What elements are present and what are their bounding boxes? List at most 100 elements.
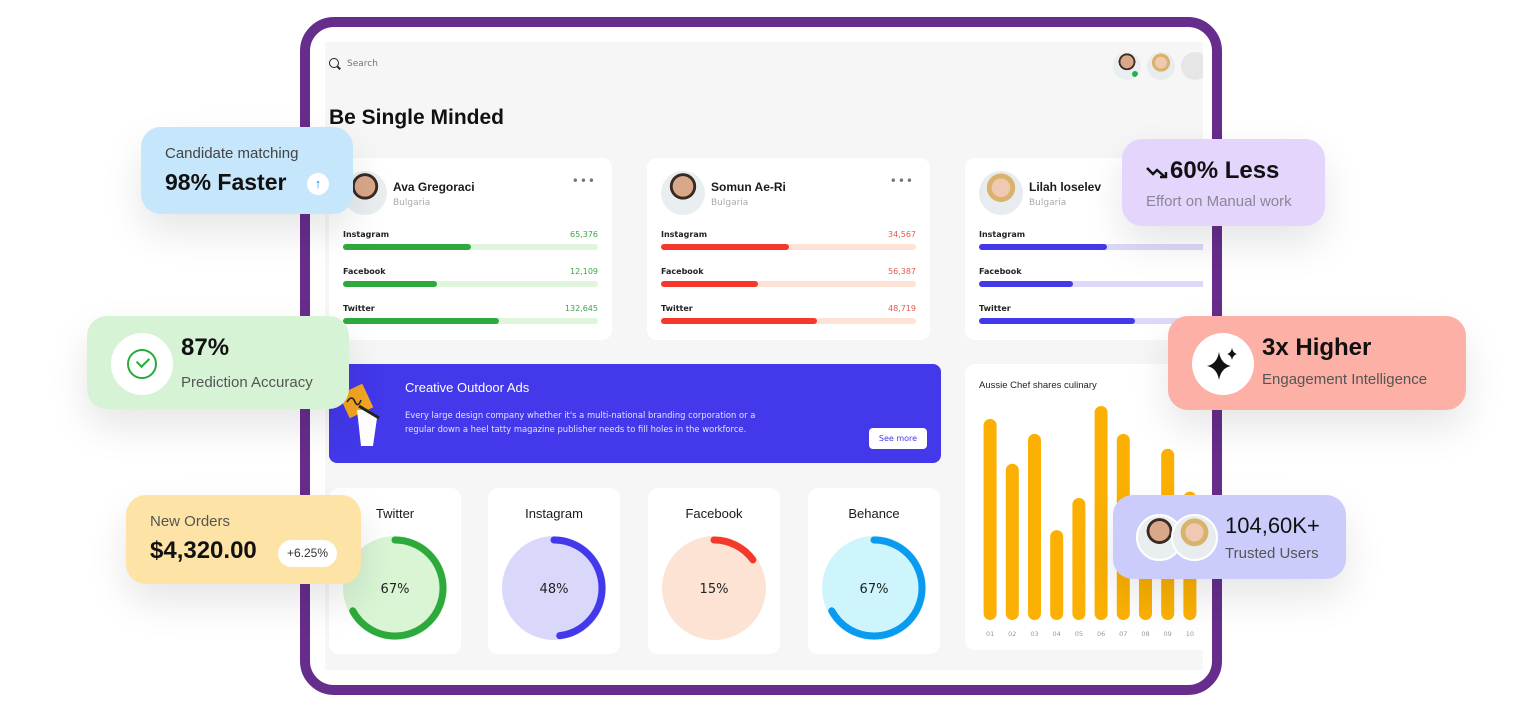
profile-country: Bulgaria xyxy=(711,198,749,208)
donut-chart xyxy=(662,536,766,640)
x-tick-label: 02 xyxy=(1008,630,1016,638)
progress-track xyxy=(661,244,916,250)
progress-fill xyxy=(343,318,499,324)
profile-card: Ava Gregoraci Bulgaria ••• Instagram 65,3… xyxy=(329,158,612,340)
progress-track xyxy=(979,318,1203,324)
bar-04 xyxy=(1050,530,1064,620)
progress-fill xyxy=(343,281,438,287)
profile-avatar xyxy=(979,171,1023,215)
candidate-matching-badge: Candidate matching 98% Faster ↑ xyxy=(141,127,353,214)
badge-value: 87% xyxy=(181,334,230,361)
donut-progress-arc xyxy=(343,536,447,640)
x-tick-label: 04 xyxy=(1053,630,1061,638)
engagement-badge: 3x Higher Engagement Intelligence xyxy=(1168,316,1466,410)
donut-progress-arc xyxy=(822,536,926,640)
banner-title: Creative Outdoor Ads xyxy=(405,380,530,395)
profile-avatar xyxy=(661,171,705,215)
donut-card: Behance 67% xyxy=(808,488,940,654)
search-icon xyxy=(329,58,341,70)
stat-row: Facebook 56,387 xyxy=(661,267,916,291)
badge-value: $4,320.00 xyxy=(150,537,257,564)
x-tick-label: 09 xyxy=(1164,630,1172,638)
donut-card: Facebook 15% xyxy=(648,488,780,654)
prediction-accuracy-badge: 87% Prediction Accuracy xyxy=(87,316,349,409)
badge-label: Prediction Accuracy xyxy=(181,374,313,391)
badge-label: Trusted Users xyxy=(1225,545,1319,562)
donut-value: 67% xyxy=(380,582,410,597)
profile-country: Bulgaria xyxy=(1029,198,1067,208)
donut-value: 67% xyxy=(859,582,889,597)
stat-label: Instagram xyxy=(343,230,390,239)
x-tick-label: 05 xyxy=(1075,630,1083,638)
donut-chart xyxy=(343,536,447,640)
sparkle-icon-circle xyxy=(1192,333,1254,395)
progress-track xyxy=(661,281,916,287)
search-input[interactable] xyxy=(347,59,547,69)
badge-value-row: 60% Less xyxy=(1146,157,1279,185)
search-bar[interactable] xyxy=(329,58,547,70)
dashboard-screen: Be Single Minded Ava Gregoraci Bulgaria … xyxy=(325,42,1203,670)
stat-label: Facebook xyxy=(343,267,386,276)
more-options-icon[interactable]: ••• xyxy=(571,174,596,188)
stat-label: Facebook xyxy=(661,267,704,276)
stat-value: 12,109 xyxy=(570,267,598,276)
change-pill: +6.25% xyxy=(278,540,337,567)
online-status-dot xyxy=(1132,71,1138,77)
progress-track xyxy=(979,244,1203,250)
check-icon-circle xyxy=(111,333,173,395)
badge-label: Effort on Manual work xyxy=(1146,193,1292,210)
more-options-icon[interactable]: ••• xyxy=(889,174,914,188)
see-more-button[interactable]: See more xyxy=(869,428,927,449)
badge-value: 3x Higher xyxy=(1262,334,1372,361)
stat-value: 48,719 xyxy=(888,304,916,313)
profile-name: Lilah loselev xyxy=(1029,180,1102,194)
stat-row: Instagram 65,376 xyxy=(343,230,598,254)
stat-row: Instagram xyxy=(979,230,1203,254)
sparkle-icon xyxy=(1207,348,1237,380)
stat-value: 65,376 xyxy=(570,230,598,239)
donut-background xyxy=(822,536,926,640)
progress-track xyxy=(343,318,598,324)
stat-label: Twitter xyxy=(661,304,693,313)
trusted-users-badge: 104,60K+ Trusted Users xyxy=(1113,495,1346,579)
donut-title: Twitter xyxy=(375,506,415,521)
badge-value: 60% Less xyxy=(1170,157,1280,184)
trend-down-icon xyxy=(1146,166,1168,178)
donut-value: 15% xyxy=(699,582,729,597)
donut-background xyxy=(343,536,447,640)
profile-card: Lilah loselev Bulgaria ••• Instagram Fac… xyxy=(965,158,1203,340)
progress-fill xyxy=(979,244,1107,250)
stat-label: Facebook xyxy=(979,267,1022,276)
stat-value: 132,645 xyxy=(564,304,598,313)
badge-value: 98% Faster xyxy=(165,169,287,195)
donut-progress-arc xyxy=(662,536,766,640)
avatar[interactable] xyxy=(1181,52,1203,80)
donut-value: 48% xyxy=(539,582,569,597)
profile-name: Ava Gregoraci xyxy=(393,180,475,194)
donut-progress-arc xyxy=(502,536,606,640)
progress-fill xyxy=(661,281,758,287)
banner-description: Every large design company whether it's … xyxy=(405,410,756,434)
chart-title: Aussie Chef shares culinary xyxy=(979,380,1097,391)
stat-row: Instagram 34,567 xyxy=(661,230,916,254)
donut-title: Behance xyxy=(848,506,900,521)
bar-05 xyxy=(1072,498,1086,620)
page-title: Be Single Minded xyxy=(329,106,505,129)
check-circle-icon xyxy=(127,349,157,379)
arrow-up-icon: ↑ xyxy=(307,173,329,195)
progress-fill xyxy=(979,281,1074,287)
profile-name: Somun Ae-Ri xyxy=(711,180,786,194)
progress-fill xyxy=(661,244,789,250)
badge-value: 104,60K+ xyxy=(1225,513,1320,538)
avatar[interactable] xyxy=(1113,52,1141,80)
progress-track xyxy=(343,244,598,250)
stat-row: Twitter 132,645 xyxy=(343,304,598,328)
stat-row: Facebook xyxy=(979,267,1203,291)
new-orders-badge: New Orders $4,320.00 +6.25% xyxy=(126,495,361,584)
avatar[interactable] xyxy=(1147,52,1175,80)
stat-value: 56,387 xyxy=(888,267,916,276)
stat-label: Instagram xyxy=(979,230,1026,239)
stat-label: Twitter xyxy=(979,304,1011,313)
progress-fill xyxy=(661,318,817,324)
stat-value: 34,567 xyxy=(888,230,916,239)
